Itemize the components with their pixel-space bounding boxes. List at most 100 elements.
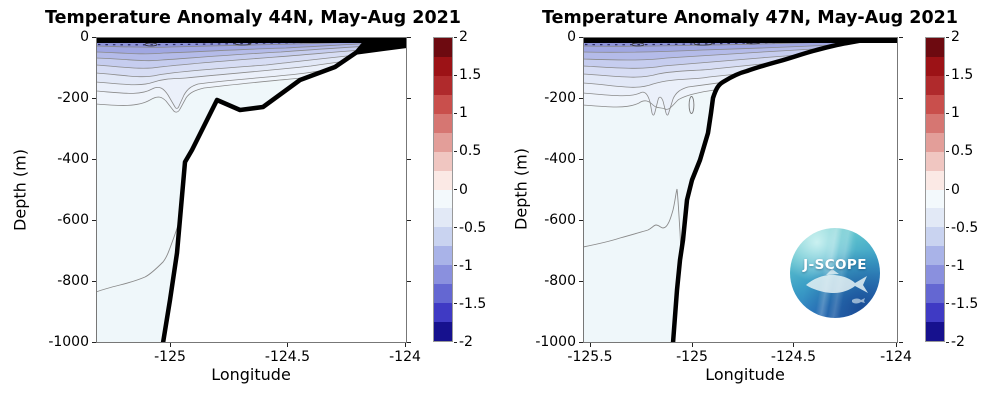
colorbar-segment <box>434 189 452 210</box>
y-tick <box>579 280 583 282</box>
jscope-logo: J-SCOPE <box>790 228 880 318</box>
colorbar-tick-label: 0 <box>459 181 468 198</box>
colorbar-segment <box>434 246 452 266</box>
y-tick-label: -200 <box>57 90 89 106</box>
colorbar-tick-label: 2 <box>459 29 468 45</box>
surface-coast-band <box>96 37 407 43</box>
y-tick-right <box>899 219 903 221</box>
colorbar-tick-label: -2 <box>951 334 965 350</box>
x-tick-label: -125 <box>154 349 186 365</box>
colorbar-tick <box>946 265 949 267</box>
colorbar-segment <box>926 94 944 115</box>
left-x-axis-label: Longitude <box>211 365 291 384</box>
colorbar-segment <box>434 38 452 58</box>
y-tick-label: -600 <box>57 212 89 228</box>
y-tick <box>92 158 96 160</box>
colorbar-segment <box>926 322 944 341</box>
x-tick <box>589 343 591 347</box>
y-tick-label: 0 <box>80 29 89 45</box>
y-tick-right <box>407 36 411 38</box>
y-tick-label: -1000 <box>48 334 89 350</box>
colorbar-tick <box>454 303 457 305</box>
y-tick-right <box>407 97 411 99</box>
colorbar-segment <box>926 303 944 323</box>
fish-icon <box>806 269 868 304</box>
colorbar-tick <box>454 150 457 152</box>
right-x-axis-label: Longitude <box>705 365 785 384</box>
colorbar-segment <box>434 94 452 115</box>
x-tick-label: -124 <box>389 349 421 365</box>
colorbar-tick-label: 1.5 <box>951 67 974 84</box>
colorbar-tick <box>946 150 949 152</box>
colorbar-tick-label: -1.5 <box>951 295 979 312</box>
colorbar-segment <box>926 151 944 172</box>
colorbar-tick <box>946 189 949 190</box>
colorbar-segment <box>926 38 944 58</box>
colorbar-tick-label: -2 <box>459 334 473 350</box>
y-tick-label: -200 <box>544 90 576 106</box>
colorbar-segment <box>926 113 944 134</box>
colorbar-segment <box>926 132 944 153</box>
colorbar-segment <box>926 189 944 210</box>
colorbar-segment <box>926 208 944 228</box>
colorbar-segment <box>434 284 452 304</box>
y-tick-right <box>407 158 411 160</box>
colorbar-tick-label: 1 <box>459 105 468 122</box>
left-colorbar <box>433 37 453 342</box>
colorbar-segment <box>434 322 452 341</box>
y-tick-label: -800 <box>544 273 576 289</box>
colorbar-segment <box>926 75 944 96</box>
y-tick-right <box>899 341 903 343</box>
x-tick <box>404 343 406 347</box>
colorbar-tick-label: 1.5 <box>459 67 482 84</box>
colorbar-tick <box>946 74 949 76</box>
y-tick-right <box>899 97 903 99</box>
y-tick-right <box>899 36 903 38</box>
colorbar-segment <box>926 284 944 304</box>
colorbar-segment <box>926 227 944 247</box>
y-tick-label: -1000 <box>535 334 576 350</box>
colorbar-tick-label: -0.5 <box>459 219 487 236</box>
y-tick-label: -400 <box>57 151 89 167</box>
x-tick-label: -124 <box>880 349 912 365</box>
colorbar-segment <box>434 113 452 134</box>
x-tick <box>287 343 288 347</box>
y-tick <box>579 97 583 99</box>
y-tick-right <box>899 158 903 160</box>
colorbar-tick-label: 0.5 <box>951 143 974 160</box>
y-tick <box>92 219 96 221</box>
x-tick <box>793 343 794 347</box>
colorbar-tick-label: 1 <box>951 105 960 122</box>
y-tick <box>579 158 583 160</box>
y-tick <box>92 36 96 38</box>
colorbar-tick-label: -1 <box>459 257 473 274</box>
left-plot-area <box>96 37 407 343</box>
y-tick-right <box>407 219 411 221</box>
colorbar-tick-label: -1 <box>951 257 965 274</box>
y-tick <box>92 280 96 282</box>
y-tick-label: -400 <box>544 151 576 167</box>
y-tick-right <box>407 280 411 282</box>
colorbar-segment <box>434 132 452 153</box>
y-tick <box>579 341 583 343</box>
right-plot-title: Temperature Anomaly 47N, May-Aug 2021 <box>542 8 958 28</box>
colorbar-segment <box>434 303 452 323</box>
colorbar-tick-label: -1.5 <box>459 295 487 312</box>
colorbar-segment <box>434 170 452 191</box>
colorbar-segment <box>434 75 452 96</box>
colorbar-tick-label: 2 <box>951 29 960 45</box>
colorbar-tick <box>454 189 457 190</box>
colorbar-tick <box>454 265 457 267</box>
colorbar-tick <box>946 112 949 114</box>
y-tick <box>579 219 583 221</box>
colorbar-tick-label: 0 <box>951 181 960 198</box>
y-tick <box>92 97 96 99</box>
colorbar-tick <box>454 112 457 114</box>
slope-closed-contour <box>688 96 695 114</box>
colorbar-tick <box>454 341 457 343</box>
colorbar-segment <box>434 265 452 285</box>
y-tick-right <box>407 341 411 343</box>
colorbar-tick <box>454 227 457 229</box>
colorbar-segment <box>926 170 944 191</box>
